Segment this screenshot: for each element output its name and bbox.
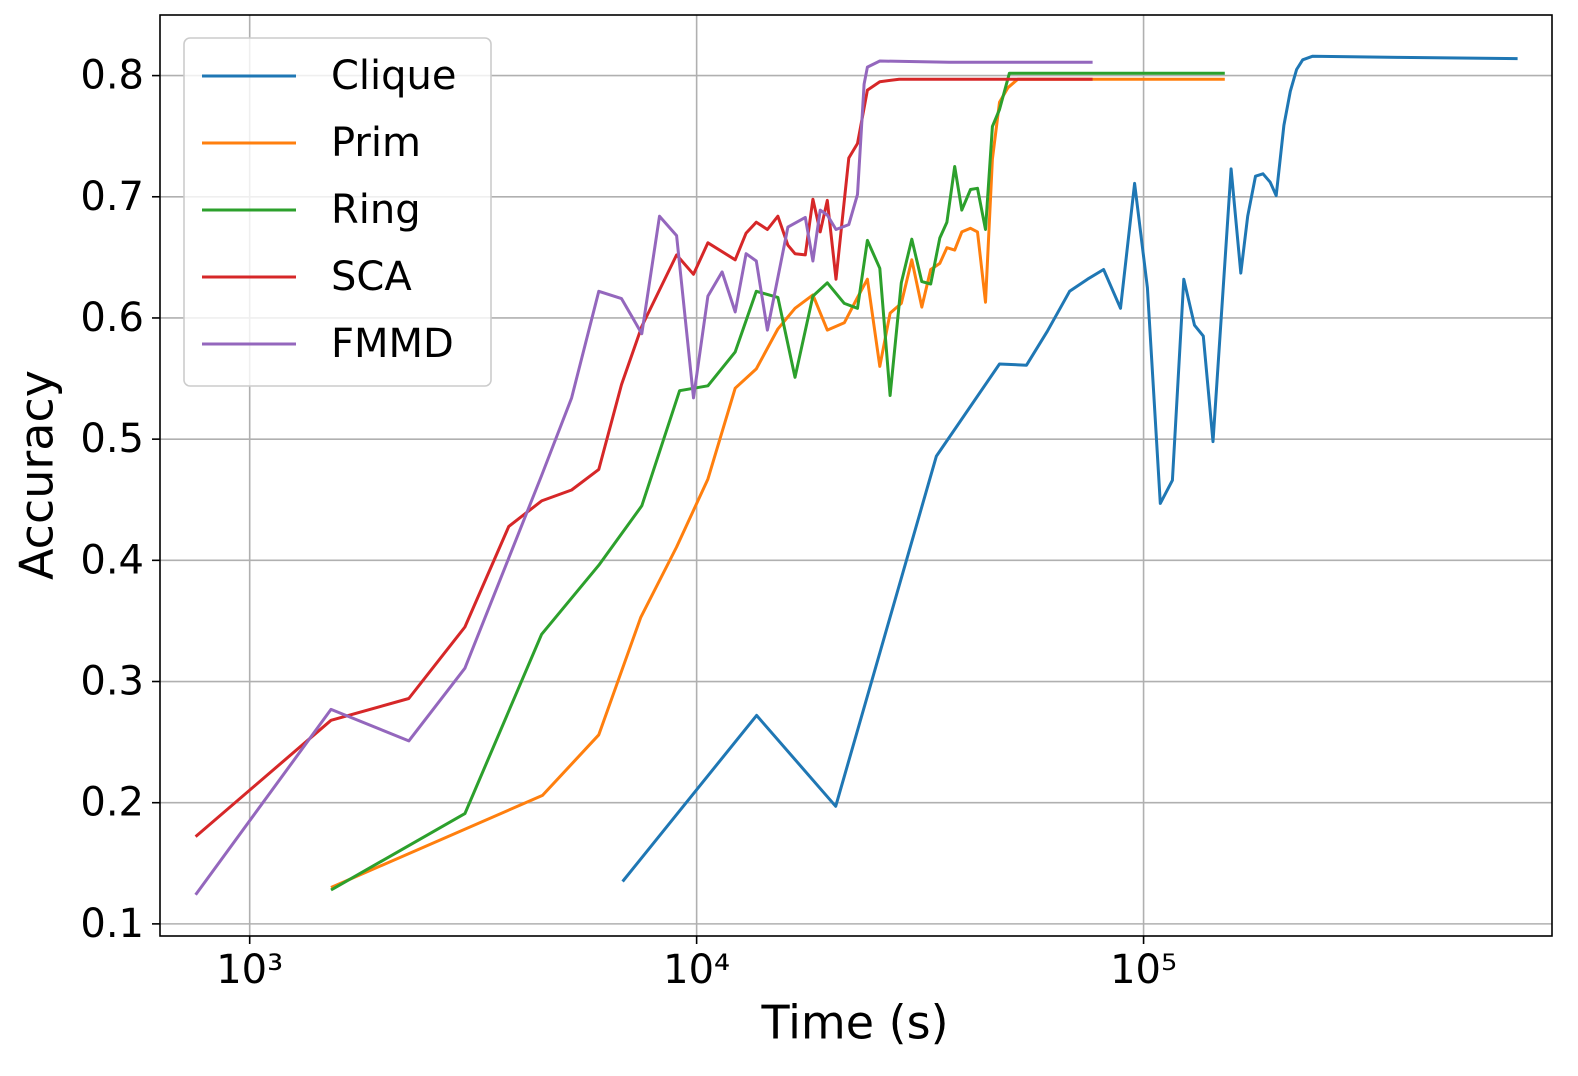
line-series xyxy=(621,54,1518,883)
x-tick-label: 10³ xyxy=(216,947,283,993)
x-tick-label: 10⁴ xyxy=(663,947,730,993)
y-tick-label: 0.8 xyxy=(80,53,144,99)
y-tick-label: 0.5 xyxy=(80,416,144,462)
legend-label: Ring xyxy=(331,187,421,233)
legend-label: FMMD xyxy=(331,321,454,367)
legend-label: Prim xyxy=(331,120,421,166)
line-series xyxy=(194,59,1093,896)
line-series xyxy=(330,77,1225,889)
y-tick-label: 0.1 xyxy=(80,901,144,947)
line-series xyxy=(194,77,1093,838)
y-axis-label: Accuracy xyxy=(10,370,64,580)
y-tick-label: 0.7 xyxy=(80,174,144,220)
legend-box xyxy=(183,37,492,387)
legend-label: Clique xyxy=(331,53,457,99)
x-tick-label: 10⁵ xyxy=(1110,947,1177,993)
y-tick-label: 0.3 xyxy=(80,659,144,705)
y-tick-label: 0.2 xyxy=(80,780,144,826)
legend-label: SCA xyxy=(331,254,412,300)
y-tick-label: 0.4 xyxy=(80,537,144,583)
x-axis-label: Time (s) xyxy=(760,996,948,1050)
plot-frame xyxy=(159,14,1553,937)
y-tick-label: 0.6 xyxy=(80,295,144,341)
